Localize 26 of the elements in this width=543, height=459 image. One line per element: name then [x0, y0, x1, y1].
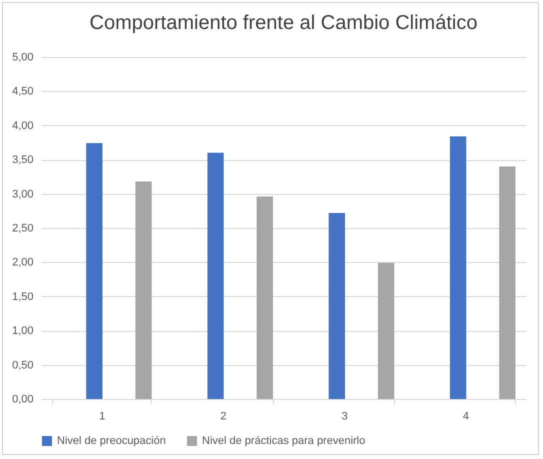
y-tick-label: 0,50	[12, 359, 34, 372]
x-tick-label: 1	[99, 410, 106, 422]
bar	[499, 166, 516, 399]
bar	[135, 181, 152, 399]
y-tick-label: 1,00	[12, 325, 34, 338]
y-tick-label: 1,50	[12, 290, 34, 303]
bar	[207, 152, 224, 399]
y-tick-label: 4,50	[12, 86, 34, 98]
bar	[328, 212, 345, 399]
bar	[86, 143, 102, 399]
bar	[256, 196, 273, 399]
y-tick-label: 2,00	[12, 256, 34, 269]
y-tick-label: 5,00	[12, 52, 34, 64]
x-tick-label: 2	[220, 410, 226, 422]
y-tick-label: 4,00	[12, 120, 34, 132]
legend-label: Nivel de preocupación	[57, 435, 166, 447]
x-tick-label: 3	[342, 410, 348, 422]
chart-title: Comportamiento frente al Cambio Climático	[90, 12, 478, 34]
y-tick-label: 3,00	[12, 188, 34, 200]
y-tick-label: 2,50	[12, 222, 34, 234]
bar	[378, 262, 394, 399]
y-tick-label: 0,00	[12, 394, 34, 406]
x-tick-label: 4	[462, 410, 469, 422]
legend-label: Nivel de prácticas para prevenirlo	[202, 435, 366, 447]
bar	[450, 136, 466, 399]
y-tick-label: 3,50	[12, 154, 34, 166]
